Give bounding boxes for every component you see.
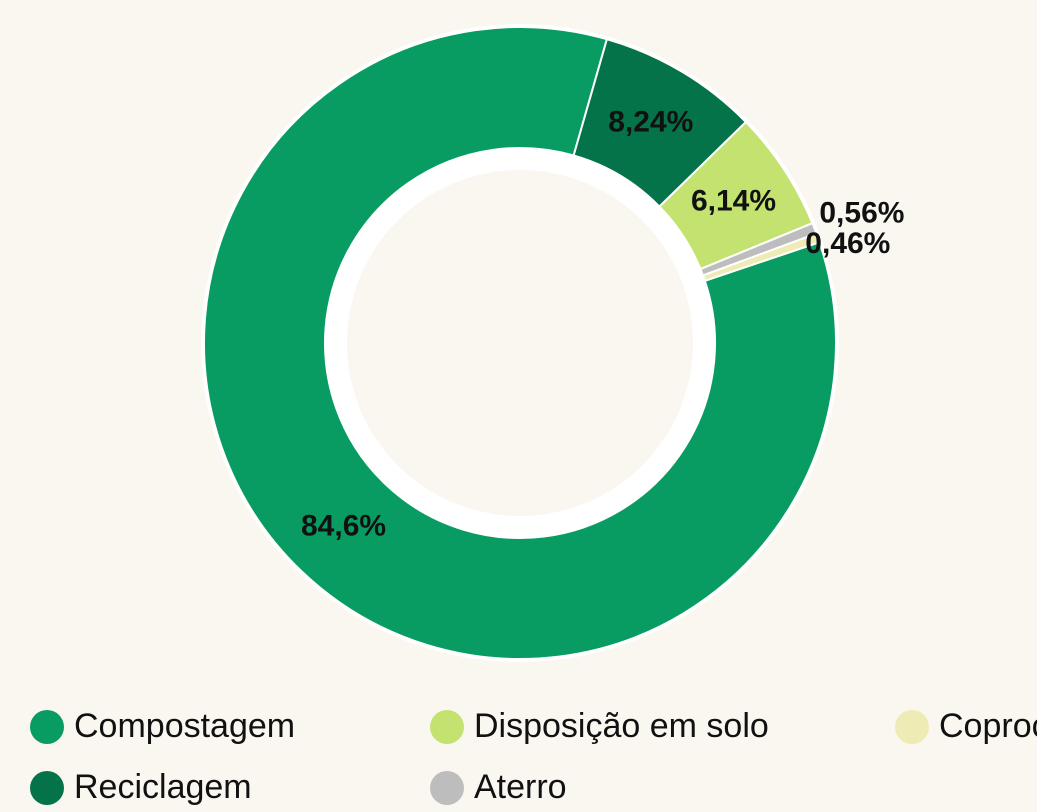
value-label: 8,24% [608,105,693,138]
slice [701,232,821,283]
legend-swatch [30,771,64,805]
legend-label: Aterro [474,768,567,806]
value-label: 0,56% [819,197,904,230]
value-label: 6,14% [691,185,776,218]
legend-label: Reciclagem [74,768,252,806]
legend-label: Compostagem [74,707,295,745]
legend-swatch [30,710,64,744]
legend-swatch [430,710,464,744]
legend-swatch [430,771,464,805]
hole [347,170,693,516]
legend-label: Coprocessamento [939,707,1037,745]
slice [203,26,837,660]
value-label: 0,46% [805,227,890,260]
legend-label: Disposição em solo [474,707,769,745]
value-label: 84,6% [301,510,386,543]
legend-swatch [895,710,929,744]
